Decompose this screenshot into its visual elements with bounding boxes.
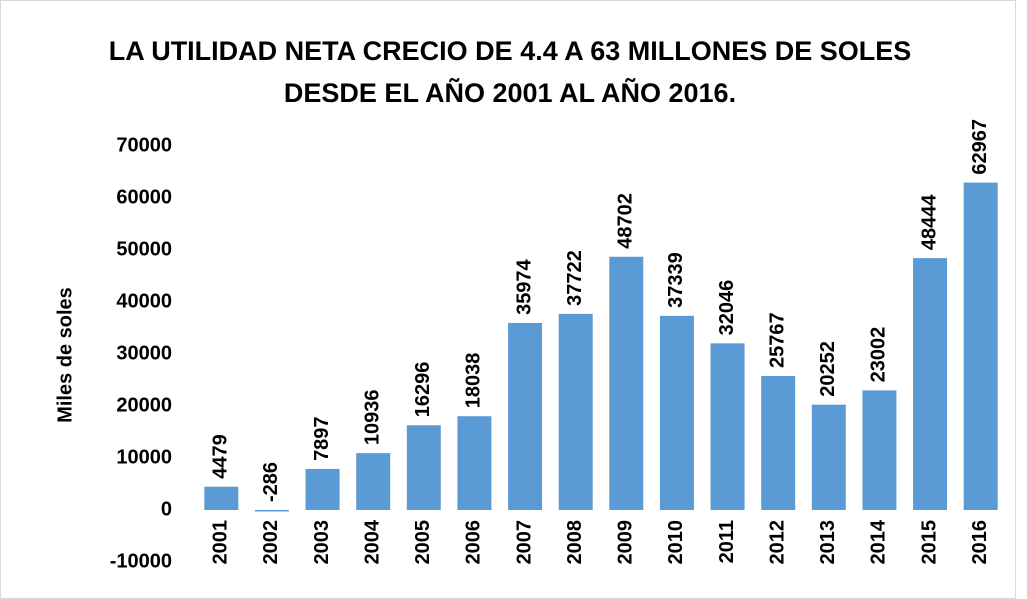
bar bbox=[913, 258, 948, 510]
y-tick-label: -10000 bbox=[110, 550, 172, 572]
value-label: 23002 bbox=[868, 327, 890, 383]
x-tick-label: 2006 bbox=[463, 520, 485, 565]
value-label: 32046 bbox=[716, 280, 738, 336]
chart-title: LA UTILIDAD NETA CRECIO DE 4.4 A 63 MILL… bbox=[108, 36, 912, 108]
y-tick-label: 40000 bbox=[116, 290, 172, 312]
x-tick-label: 2016 bbox=[969, 520, 991, 565]
value-label: 18038 bbox=[463, 353, 485, 409]
bar bbox=[862, 390, 897, 510]
y-tick-label: 70000 bbox=[116, 134, 172, 156]
bar bbox=[457, 416, 492, 510]
value-label: 48444 bbox=[918, 194, 940, 250]
y-tick-label: 20000 bbox=[116, 394, 172, 416]
bar bbox=[710, 343, 745, 510]
x-tick-label: 2014 bbox=[868, 519, 890, 564]
x-tick-label: 2010 bbox=[665, 520, 687, 565]
bar bbox=[963, 182, 998, 510]
value-label: 37339 bbox=[665, 252, 687, 308]
x-tick-label: 2003 bbox=[311, 520, 333, 565]
x-tick-label: 2008 bbox=[564, 520, 586, 565]
x-tick-label: 2015 bbox=[918, 520, 940, 565]
bar bbox=[254, 510, 289, 512]
bar bbox=[204, 486, 239, 510]
value-label: 4479 bbox=[210, 434, 232, 479]
x-tick-label: 2012 bbox=[766, 520, 788, 565]
x-tick-label: 2001 bbox=[210, 520, 232, 565]
y-tick-label: 10000 bbox=[116, 446, 172, 468]
x-tick-label: 2011 bbox=[716, 520, 738, 563]
value-label: 7897 bbox=[311, 416, 333, 461]
value-label: 16296 bbox=[412, 362, 434, 418]
x-tick-label: 2013 bbox=[817, 520, 839, 565]
x-tick-label: 2009 bbox=[615, 520, 637, 565]
y-tick-label: 30000 bbox=[116, 342, 172, 364]
value-label: 20252 bbox=[817, 341, 839, 397]
bar bbox=[305, 468, 340, 510]
value-label: 62967 bbox=[969, 119, 991, 175]
x-tick-label: 2002 bbox=[260, 520, 282, 565]
bar bbox=[508, 322, 543, 510]
value-label: 48702 bbox=[615, 193, 637, 249]
bar bbox=[558, 313, 593, 510]
y-tick-label: 0 bbox=[161, 498, 172, 520]
y-tick-label: 60000 bbox=[116, 186, 172, 208]
bar bbox=[609, 256, 644, 510]
bar bbox=[659, 315, 694, 510]
x-tick-label: 2007 bbox=[513, 520, 535, 565]
x-tick-label: 2004 bbox=[361, 519, 383, 564]
value-label: -286 bbox=[260, 462, 282, 502]
bar bbox=[811, 404, 846, 510]
value-label: 35974 bbox=[513, 258, 535, 314]
y-axis-label: Miles de soles bbox=[54, 287, 76, 423]
bar bbox=[761, 376, 796, 510]
y-tick-label: 50000 bbox=[116, 238, 172, 260]
bar bbox=[406, 425, 441, 510]
value-label: 25767 bbox=[766, 312, 788, 368]
x-tick-label: 2005 bbox=[412, 520, 434, 565]
value-label: 37722 bbox=[564, 250, 586, 306]
bar bbox=[356, 453, 391, 510]
value-label: 10936 bbox=[361, 390, 383, 446]
